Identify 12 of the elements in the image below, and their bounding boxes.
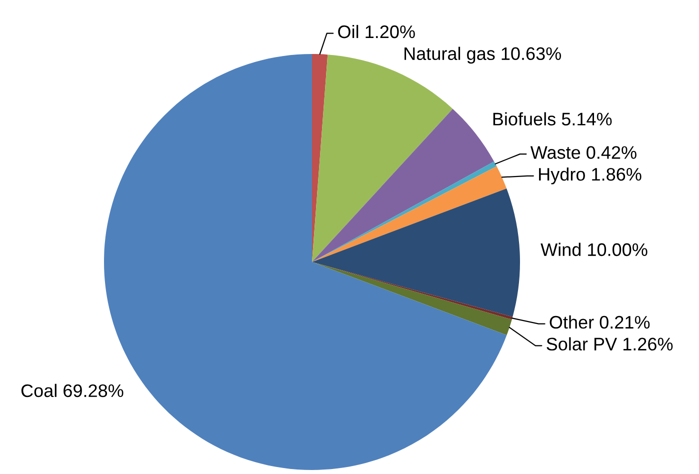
pie-slice <box>312 108 494 262</box>
slice-label: Oil 1.20% <box>338 24 415 38</box>
slice-label: Hydro 1.86% <box>539 167 642 184</box>
slice-label: Solar PV 1.26% <box>546 337 673 351</box>
slice-label: Natural gas 10.63% <box>404 46 562 64</box>
slice-label: Other 0.21% <box>550 315 650 329</box>
slice-label: Waste 0.42% <box>530 146 636 159</box>
slice-label: Coal 69.28% <box>21 384 124 398</box>
slice-label: Wind 10.00% <box>540 242 648 256</box>
slice-label: Biofuels 5.14% <box>493 112 612 126</box>
pie-slice <box>312 262 512 336</box>
pie-slice <box>312 188 520 317</box>
